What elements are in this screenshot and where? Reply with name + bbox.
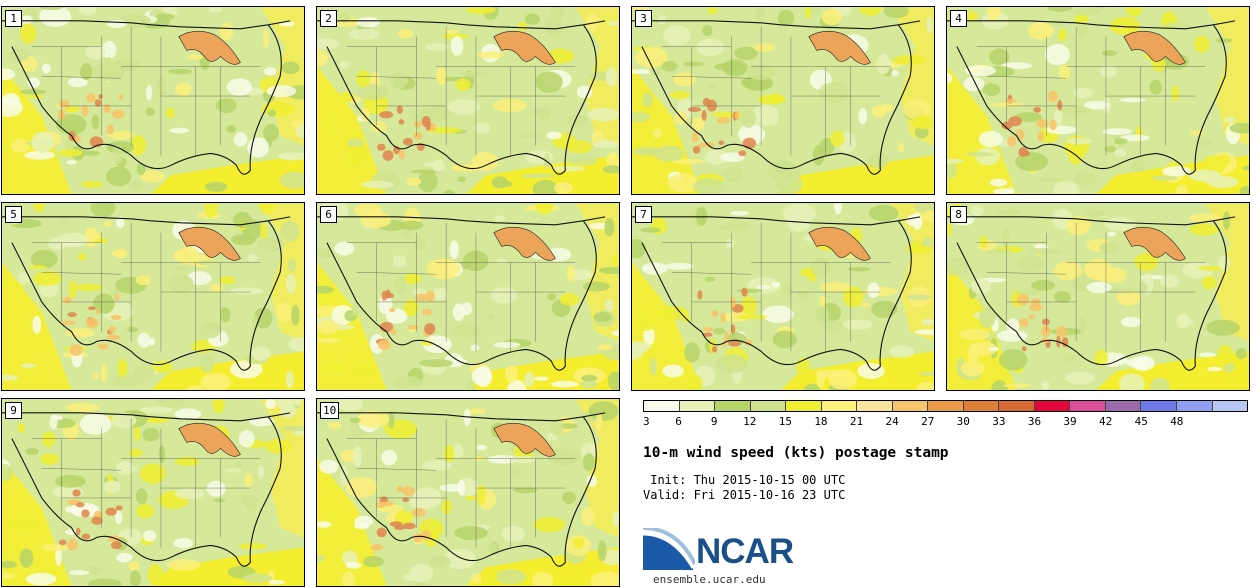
map-panel-10: 10 bbox=[316, 398, 620, 587]
member-label: 1 bbox=[5, 10, 22, 27]
colorbar-tick-label: 6 bbox=[675, 415, 682, 428]
colorbar-tick-label: 21 bbox=[849, 415, 864, 428]
colorbar-ticks: 3 6 9 12 15 18 21 24 27 30 33 36 39 42 45 48 bbox=[643, 415, 1248, 429]
colorbar-tick-label: 15 bbox=[778, 415, 792, 428]
colorbar-tick-label: 36 bbox=[1027, 415, 1042, 428]
map-panel-7: 7 bbox=[631, 202, 935, 391]
colorbar-tick-label: 27 bbox=[921, 415, 935, 428]
colorbar-segment bbox=[715, 401, 751, 411]
colorbar-segment bbox=[1070, 401, 1106, 411]
colorbar-tick-label: 48 bbox=[1170, 415, 1184, 428]
colorbar-tick-label: 30 bbox=[956, 415, 970, 428]
colorbar-tick-label: 45 bbox=[1134, 415, 1148, 428]
colorbar-tick-label: 33 bbox=[992, 415, 1006, 428]
figure-title: 10-m wind speed (kts) postage stamp bbox=[643, 445, 949, 461]
member-label: 10 bbox=[320, 402, 340, 419]
colorbar-tick-label: 39 bbox=[1063, 415, 1077, 428]
wind-speed-map bbox=[2, 7, 304, 194]
colorbar-segment bbox=[679, 401, 716, 411]
init-time: Init: Thu 2015-10-15 00 UTC bbox=[643, 473, 846, 487]
colorbar-segment bbox=[786, 401, 822, 411]
wind-speed-map bbox=[2, 399, 304, 586]
ncar-logo-mark bbox=[642, 526, 697, 570]
ncar-logo: NCAR bbox=[642, 526, 803, 584]
colorbar-segment bbox=[821, 401, 858, 411]
colorbar-segment bbox=[1141, 401, 1177, 411]
colorbar-tick-label: 12 bbox=[743, 415, 757, 428]
member-label: 6 bbox=[320, 206, 337, 223]
member-label: 5 bbox=[5, 206, 22, 223]
colorbar-segment bbox=[750, 401, 787, 411]
colorbar-segment bbox=[999, 401, 1035, 411]
wind-speed-map bbox=[317, 399, 619, 586]
colorbar-segment bbox=[1176, 401, 1213, 411]
colorbar-segment bbox=[1105, 401, 1142, 411]
wind-speed-map bbox=[317, 7, 619, 194]
colorbar-tick-label: 42 bbox=[1099, 415, 1113, 428]
colorbar-segment bbox=[644, 401, 680, 411]
member-label: 3 bbox=[635, 10, 652, 27]
colorbar-segment bbox=[963, 401, 1000, 411]
wind-speed-map bbox=[317, 203, 619, 390]
map-panel-5: 5 bbox=[1, 202, 305, 391]
member-label: 9 bbox=[5, 402, 22, 419]
map-panel-8: 8 bbox=[946, 202, 1250, 391]
member-label: 7 bbox=[635, 206, 652, 223]
colorbar-segment bbox=[857, 401, 893, 411]
ncar-logo-text: NCAR bbox=[696, 532, 794, 571]
map-panel-9: 9 bbox=[1, 398, 305, 587]
map-panel-6: 6 bbox=[316, 202, 620, 391]
valid-time: Valid: Fri 2015-10-16 23 UTC bbox=[643, 488, 846, 502]
logo-url: ensemble.ucar.edu bbox=[653, 573, 766, 586]
wind-speed-map bbox=[947, 7, 1249, 194]
member-label: 4 bbox=[950, 10, 967, 27]
colorbar-tick-label: 9 bbox=[710, 415, 718, 428]
colorbar-segment bbox=[1212, 401, 1248, 411]
map-panel-3: 3 bbox=[631, 6, 935, 195]
map-panel-1: 1 bbox=[1, 6, 305, 195]
map-panel-2: 2 bbox=[316, 6, 620, 195]
colorbar-tick-label: 24 bbox=[885, 415, 899, 428]
wind-speed-map bbox=[632, 203, 934, 390]
wind-speed-map bbox=[632, 7, 934, 194]
colorbar bbox=[643, 400, 1248, 412]
colorbar-segment bbox=[892, 401, 929, 411]
map-panel-4: 4 bbox=[946, 6, 1250, 195]
colorbar-tick-label: 18 bbox=[814, 415, 828, 428]
colorbar-tick-label: 3 bbox=[643, 415, 650, 428]
colorbar-segment bbox=[1034, 401, 1071, 411]
member-label: 8 bbox=[950, 206, 967, 223]
wind-speed-map bbox=[2, 203, 304, 390]
colorbar-segment bbox=[928, 401, 964, 411]
member-label: 2 bbox=[320, 10, 337, 27]
wind-speed-map bbox=[947, 203, 1249, 390]
